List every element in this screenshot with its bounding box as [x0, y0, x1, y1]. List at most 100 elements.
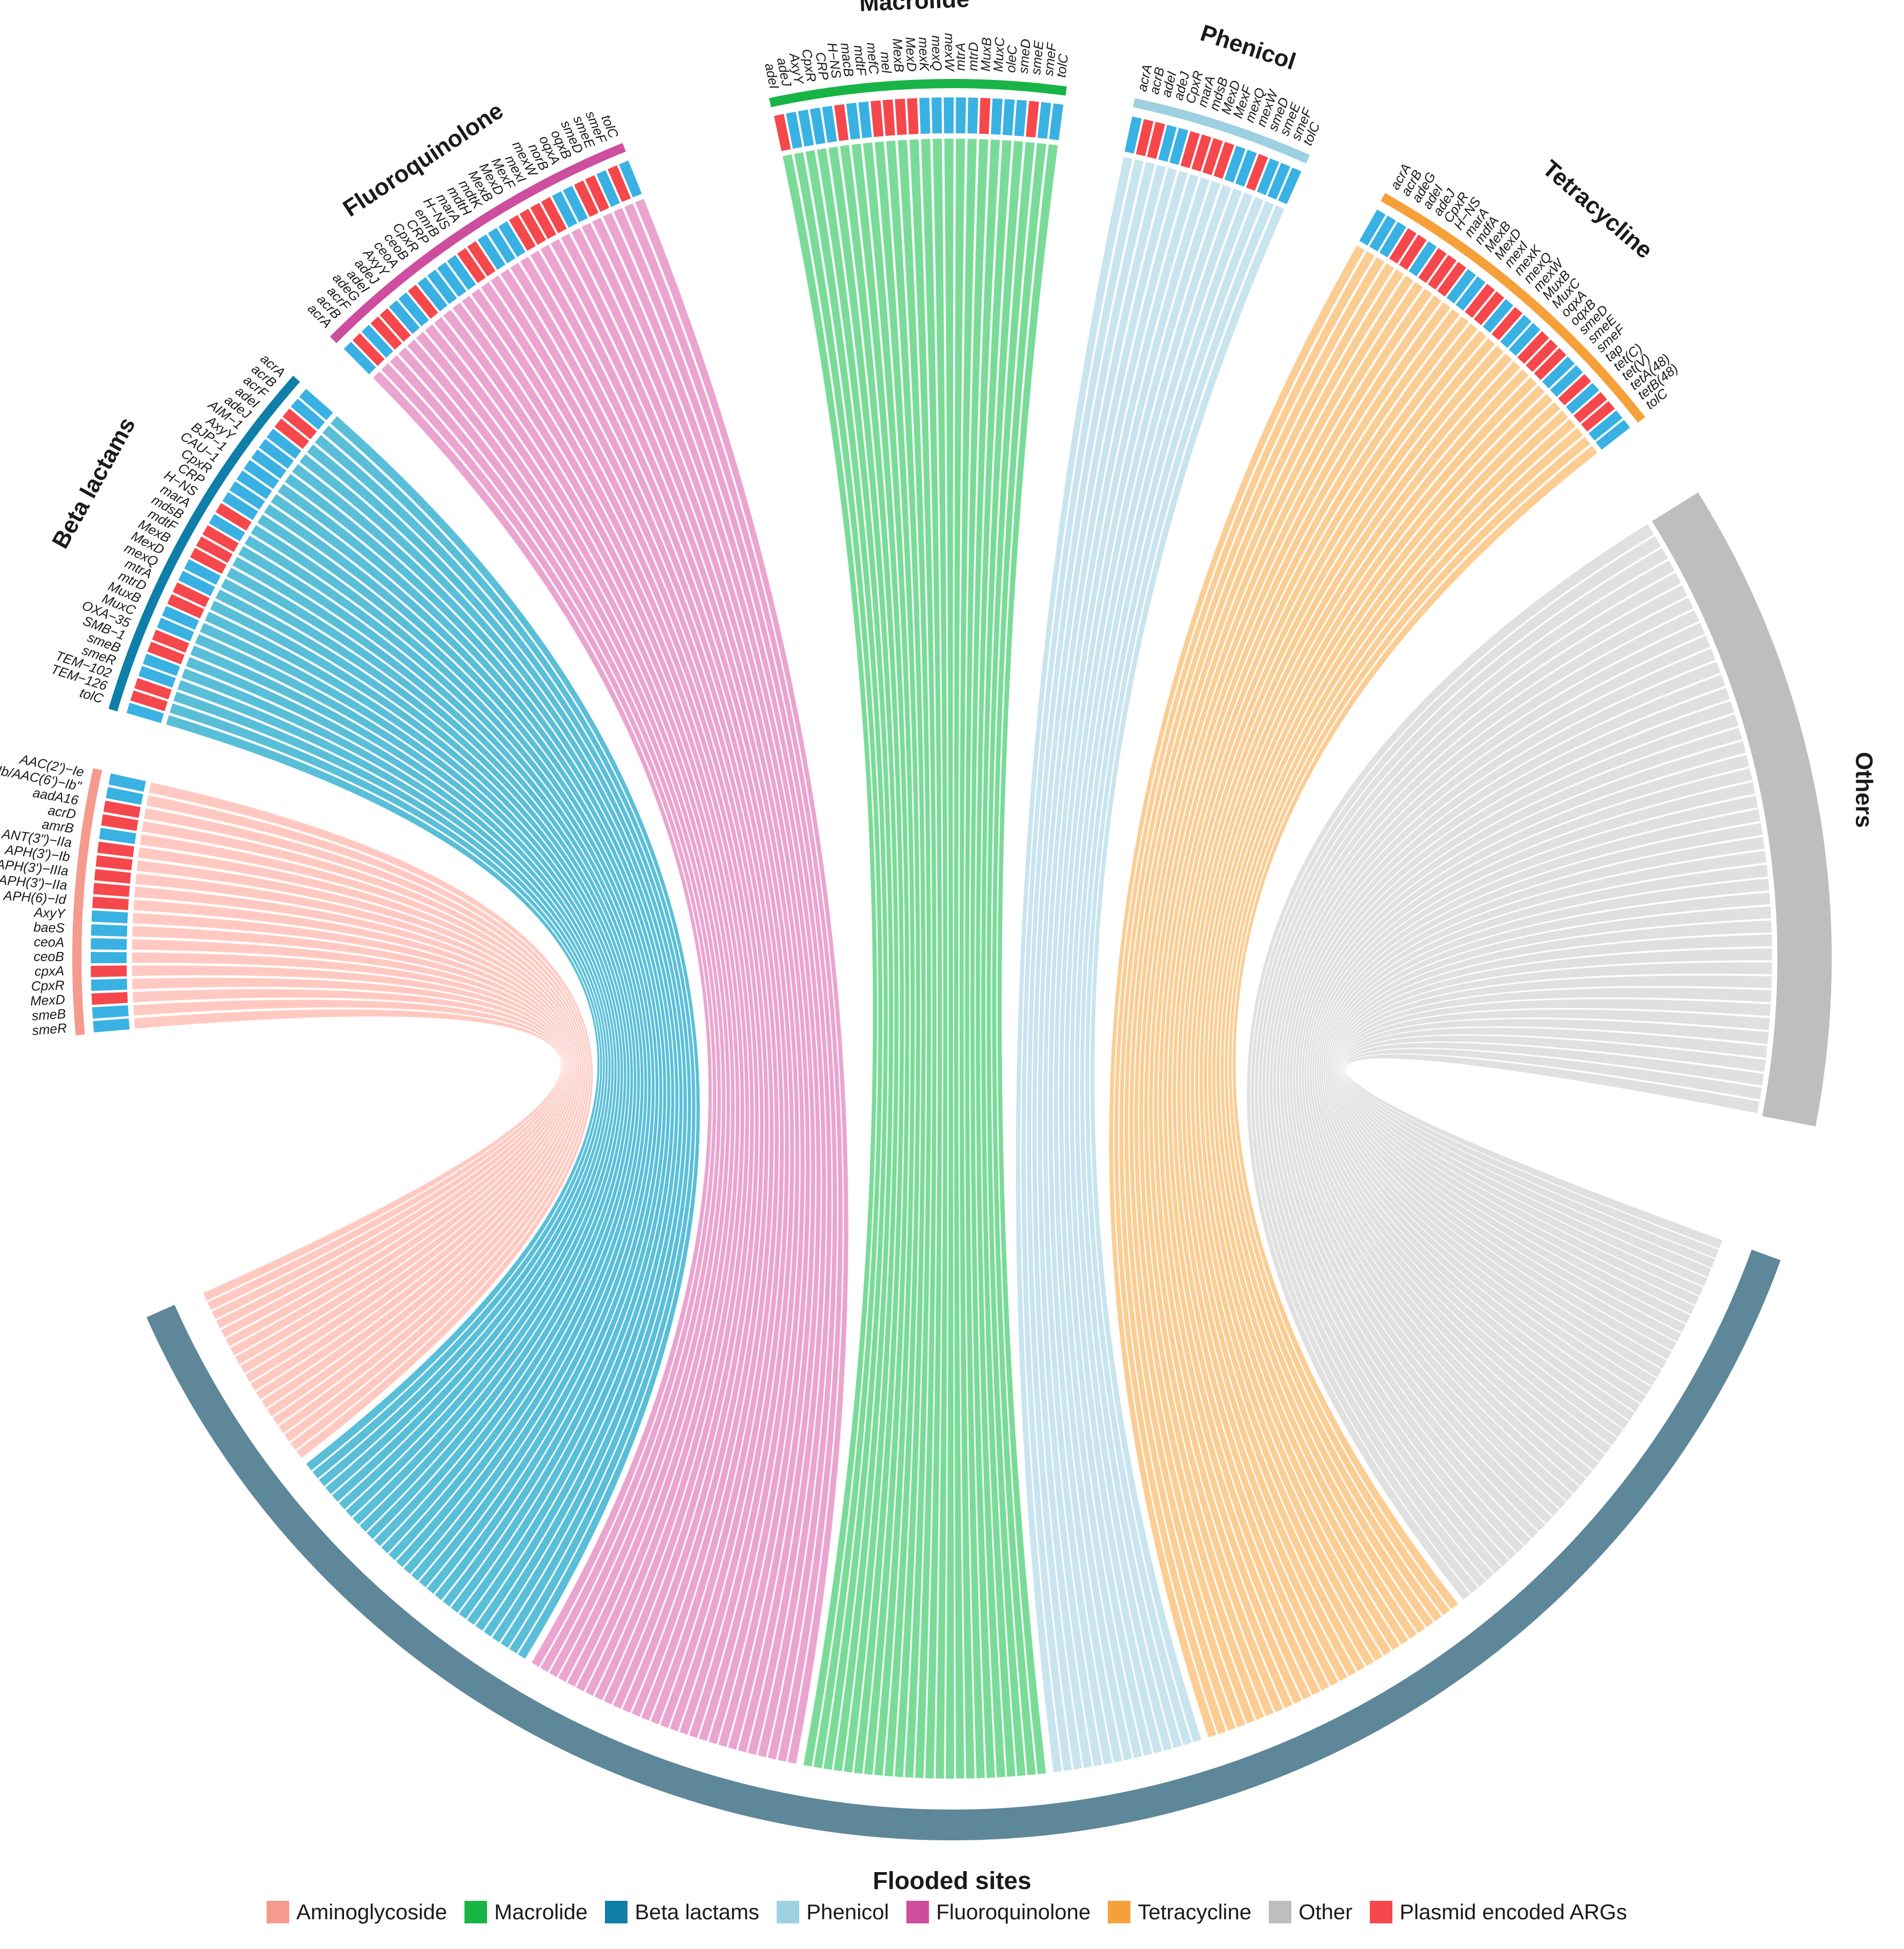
legend-label: Other	[1299, 1900, 1353, 1924]
others-ribbon	[1343, 1035, 1767, 1278]
beta-lactams-ribbon	[237, 545, 648, 1581]
fluoroquinolone-ribbon	[602, 212, 833, 1758]
fluoroquinolone-gene-cell	[563, 186, 588, 222]
macrolide-ribbon	[997, 144, 1059, 1775]
phenicol-ribbon	[1042, 170, 1189, 1765]
phenicol-gene-cell	[1191, 134, 1211, 172]
macrolide-ribbon	[991, 142, 1047, 1776]
others-ribbon	[1341, 1009, 1771, 1306]
fluoroquinolone-gene-cell	[509, 215, 536, 251]
tetracycline-ribbon	[1207, 393, 1554, 1646]
macrolide-gene-label: smeF	[1040, 41, 1059, 77]
tetracycline-ribbon	[1148, 294, 1443, 1709]
others-ribbon	[1338, 975, 1773, 1333]
fluoroquinolone-ribbon	[397, 347, 726, 1683]
phenicol-gene-cell	[1169, 128, 1188, 165]
aminoglycoside-ribbon	[132, 999, 563, 1311]
others-ribbon	[1295, 700, 1735, 1502]
aminoglycoside-ribbon	[133, 1009, 562, 1302]
fluoroquinolone-gene-cell	[530, 202, 557, 239]
beta-lactams-gene-cell	[162, 605, 199, 630]
macrolide-gene-cell	[1049, 103, 1064, 140]
tetracycline-ribbon	[1153, 301, 1452, 1705]
tetracycline-gene-cell	[1483, 299, 1513, 333]
aminoglycoside-ribbon	[133, 886, 576, 1392]
legend-item: Beta lactams	[605, 1900, 759, 1924]
aminoglycoside-ribbon	[132, 912, 573, 1374]
legend-swatch	[464, 1901, 488, 1923]
tetracycline-gene-cell	[1509, 323, 1541, 356]
macrolide-gene-cell	[990, 98, 1003, 135]
beta-lactams-ribbon	[321, 424, 696, 1654]
tetracycline-gene-cell	[1473, 291, 1505, 326]
others-ribbon	[1301, 727, 1743, 1487]
aminoglycoside-gene-cell	[106, 787, 144, 805]
beta-lactams-gene-cell	[178, 571, 215, 596]
aminoglycoside-gene-label: smeR	[31, 1020, 67, 1038]
others-ribbon	[1330, 906, 1772, 1378]
macrolide-ribbon	[943, 138, 955, 1779]
aminoglycoside-ribbon	[136, 860, 580, 1409]
beta-lactams-gene-cell	[244, 460, 279, 489]
tetracycline-ribbon	[1194, 368, 1530, 1662]
fluoroquinolone-gene-cell	[498, 221, 526, 257]
macrolide-gene-cell	[870, 100, 884, 137]
tetracycline-ribbon	[1113, 250, 1375, 1735]
tetracycline-ribbon	[1119, 256, 1385, 1732]
beta-lactams-gene-cell	[229, 481, 265, 510]
macrolide-gene-label: oleC	[1003, 45, 1020, 73]
aminoglycoside-gene-cell	[94, 869, 131, 884]
fluoroquinolone-gene-cell	[541, 197, 567, 234]
legend-item: Other	[1269, 1900, 1352, 1924]
legend-label: Fluoroquinolone	[936, 1900, 1091, 1924]
others-ribbon	[1311, 781, 1756, 1455]
others-ribbon	[1262, 572, 1682, 1574]
aminoglycoside-ribbon	[137, 846, 582, 1417]
others-ribbon	[1332, 920, 1772, 1370]
beta-lactams-ribbon	[263, 503, 663, 1608]
tetracycline-ribbon	[1199, 376, 1538, 1657]
others-ribbon	[1340, 999, 1772, 1315]
macrolide-gene-cell	[822, 106, 837, 143]
phenicol-title: Phenicol	[1198, 19, 1299, 75]
others-ribbon	[1250, 535, 1662, 1594]
beta-lactams-ribbon	[189, 644, 617, 1518]
fluoroquinolone-ribbon	[389, 354, 722, 1678]
macrolide-gene-label: MuxB	[978, 37, 995, 72]
beta-lactams-gene-cell	[130, 690, 168, 712]
beta-lactams-ribbon	[314, 434, 692, 1649]
phenicol-category-arc	[1133, 98, 1310, 164]
tetracycline-gene-cell	[1428, 255, 1457, 290]
others-ribbon	[1276, 622, 1706, 1547]
macrolide-gene-label: smeE	[1028, 39, 1046, 75]
fluoroquinolone-gene-cell	[343, 341, 376, 375]
aminoglycoside-ribbon	[131, 939, 570, 1356]
gene-labels: smeRsmeBMexDCpxRcpxAceoBceoAbaeSAxyYAPH(…	[0, 33, 1681, 1038]
macrolide-ribbon	[805, 149, 888, 1771]
tetracycline-ribbon	[1172, 330, 1487, 1687]
legend-item: Aminoglycoside	[267, 1900, 447, 1924]
tetracycline-gene-cell	[1408, 241, 1437, 277]
beta-lactams-gene-cell	[251, 449, 287, 479]
tetracycline-ribbon	[1163, 315, 1470, 1696]
fluoroquinolone-gene-cell	[585, 175, 610, 212]
macrolide-ribbon	[885, 140, 926, 1778]
legend-item: Tetracycline	[1108, 1900, 1251, 1924]
aminoglycoside-gene-label: smeB	[31, 1006, 66, 1023]
macrolide-gene-label: mexQ	[929, 35, 945, 71]
tetracycline-gene-cell	[1455, 276, 1486, 311]
tetracycline-ribbon	[1167, 322, 1478, 1692]
fluoroquinolone-gene-cell	[361, 324, 393, 358]
fluoroquinolone-ribbon	[406, 338, 731, 1688]
aminoglycoside-gene-label: AxyY	[33, 904, 67, 921]
others-ribbon	[1283, 647, 1716, 1532]
aminoglycoside-gene-cell	[91, 910, 128, 924]
tetracycline-gene-cell	[1379, 221, 1407, 258]
beta-lactams-gene-cell	[126, 702, 164, 723]
macrolide-ribbon	[874, 140, 921, 1777]
others-ribbon	[1344, 1042, 1765, 1269]
others-ribbon	[1309, 767, 1753, 1463]
aminoglycoside-gene-label: baeS	[33, 919, 65, 936]
tetracycline-ribbon	[1139, 281, 1424, 1717]
